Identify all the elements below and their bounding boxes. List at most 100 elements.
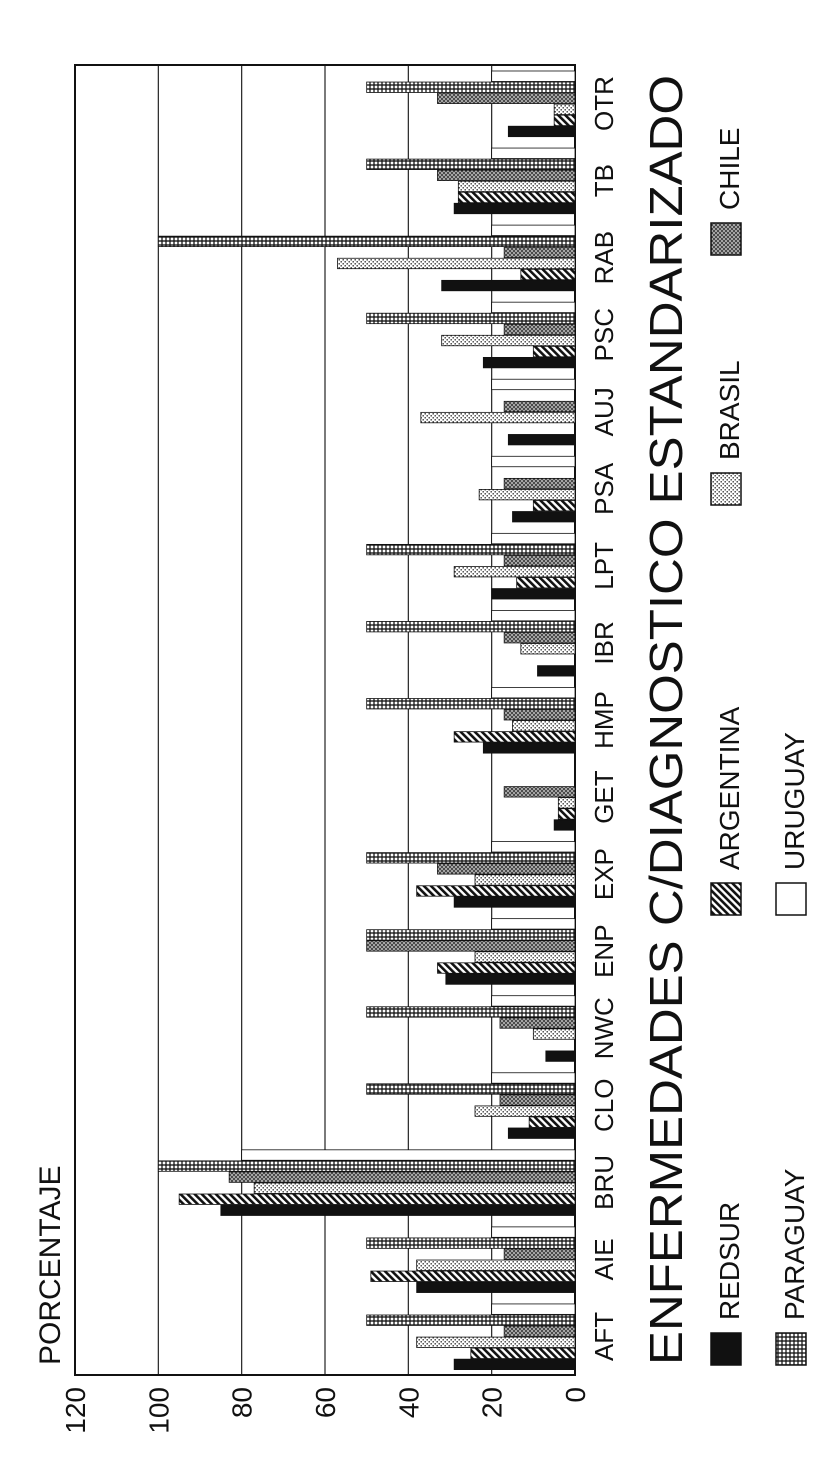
bar-brasil-bru: [253, 1182, 576, 1194]
legend-label-brasil: BRASIL: [714, 360, 745, 460]
bar-uruguay-aft: [491, 1303, 576, 1315]
bar-argentina-aft: [470, 1347, 576, 1359]
bar-redsur-aie: [416, 1281, 576, 1293]
bar-brasil-otr: [553, 103, 576, 115]
y-tick-label: 60: [310, 1387, 341, 1418]
x-tick-label: EXP: [589, 848, 619, 900]
x-tick-label: NWC: [589, 997, 619, 1059]
y-axis-title: PORCENTAJE: [34, 1166, 67, 1365]
bar-redsur-rab: [441, 279, 576, 292]
plot-area: 0 20 40 60 80 100 120 AFT AIE BRU CLO NWC ENP EXP GET H…: [60, 64, 619, 1434]
bar-redsur-hmp: [482, 742, 576, 754]
bar-uruguay-ibr: [491, 610, 576, 622]
x-tick-label: PSA: [589, 462, 619, 515]
bar-redsur-psc: [482, 356, 576, 369]
bar-brasil-rab: [337, 257, 576, 270]
bar-brasil-tb: [457, 180, 576, 193]
bar-brasil-aie: [416, 1259, 576, 1271]
x-tick-label: TB: [589, 164, 619, 197]
bar-argentina-aie: [370, 1270, 576, 1282]
bar-brasil-hmp: [512, 720, 576, 732]
bar-uruguay-clo: [491, 1072, 576, 1084]
bar-uruguay-auj: [491, 378, 576, 391]
bar-paraguay-aft: [366, 1314, 576, 1326]
bar-chile-bru: [228, 1171, 576, 1183]
bar-chile-enp: [366, 940, 576, 952]
bar-paraguay-enp: [366, 929, 576, 941]
bar-uruguay-tb: [491, 147, 576, 159]
bar-chile-aie: [503, 1248, 576, 1260]
bar-paraguay-aie: [366, 1237, 576, 1249]
legend-swatch-argentina: [710, 882, 742, 916]
y-tick-label: 80: [227, 1387, 258, 1418]
bar-redsur-clo: [507, 1127, 576, 1139]
bar-chile-psa: [503, 477, 576, 490]
bar-chile-exp: [437, 863, 576, 875]
bar-uruguay-nwc: [491, 995, 576, 1007]
bar-chile-aft: [503, 1325, 576, 1337]
x-tick-label: AUJ: [589, 387, 619, 436]
legend-label-uruguay: URUGUAY: [779, 732, 810, 870]
bar-argentina-otr: [553, 114, 576, 127]
bar-redsur-bru: [220, 1204, 576, 1216]
bar-argentina-get: [557, 808, 576, 820]
bar-argentina-psc: [532, 345, 576, 358]
bar-redsur-ibr: [537, 665, 576, 677]
bar-argentina-bru: [178, 1193, 576, 1205]
bar-argentina-hmp: [453, 731, 576, 743]
x-tick-label: AFT: [589, 1312, 619, 1361]
bar-uruguay-aie: [491, 1226, 576, 1238]
bar-uruguay-psc: [491, 301, 576, 314]
legend-swatch-uruguay: [775, 882, 807, 916]
bar-brasil-get: [557, 797, 576, 809]
bar-brasil-aft: [416, 1336, 576, 1348]
x-tick-label: ENP: [589, 924, 619, 977]
bar-uruguay-enp: [491, 918, 576, 930]
bar-brasil-ibr: [520, 643, 576, 655]
x-tick-label: GET: [589, 770, 619, 824]
bar-redsur-otr: [507, 125, 576, 138]
legend-label-chile: CHILE: [714, 128, 745, 210]
legend-swatch-paraguay: [775, 1332, 807, 1366]
y-tick-label: 20: [477, 1387, 508, 1418]
bar-redsur-get: [553, 819, 576, 831]
bar-uruguay-lpt: [491, 532, 576, 545]
bar-chile-ibr: [503, 632, 576, 644]
bar-chile-rab: [503, 246, 576, 259]
bar-chile-clo: [499, 1094, 576, 1106]
bar-paraguay-clo: [366, 1083, 576, 1095]
bar-argentina-lpt: [516, 577, 576, 589]
bar-paraguay-lpt: [366, 543, 576, 556]
bar-paraguay-rab: [157, 235, 576, 248]
x-tick-label: PSC: [589, 308, 619, 361]
bar-brasil-lpt: [453, 566, 576, 578]
bar-redsur-psa: [512, 511, 576, 523]
y-tick-label: 0: [560, 1387, 591, 1403]
x-tick-label: CLO: [589, 1079, 619, 1132]
x-tick-label: AIE: [589, 1238, 619, 1280]
x-tick-label: RAB: [589, 231, 619, 284]
bar-chile-psc: [503, 323, 576, 336]
bar-paraguay-bru: [157, 1160, 576, 1172]
bar-chile-hmp: [503, 709, 576, 721]
bar-chile-nwc: [499, 1017, 576, 1029]
legend-label-argentina: ARGENTINA: [714, 706, 745, 870]
bar-brasil-enp: [474, 951, 576, 963]
bar-redsur-enp: [445, 973, 576, 985]
legend-label-redsur: REDSUR: [714, 1202, 745, 1320]
bar-paraguay-tb: [366, 158, 576, 170]
bar-paraguay-psc: [366, 312, 576, 325]
bar-paraguay-otr: [366, 81, 576, 93]
bar-chile-auj: [503, 400, 576, 413]
bar-argentina-exp: [416, 885, 576, 897]
bar-brasil-clo: [474, 1105, 576, 1117]
bar-chile-lpt: [503, 555, 576, 567]
y-tick-label: 120: [60, 1387, 91, 1434]
bar-paraguay-exp: [366, 852, 576, 864]
x-tick-label: OTR: [589, 76, 619, 131]
bar-brasil-exp: [474, 874, 576, 886]
bar-brasil-psa: [478, 489, 576, 501]
